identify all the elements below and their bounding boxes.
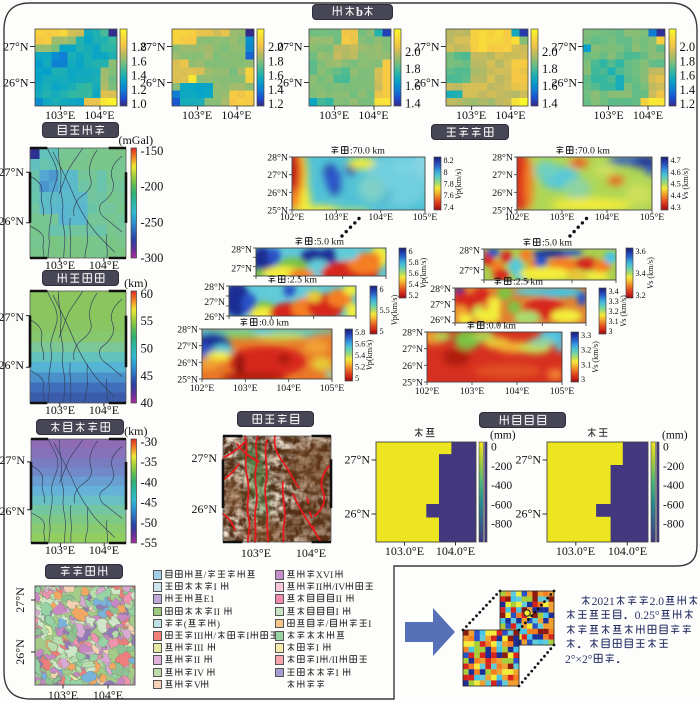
svg-text:II: II — [213, 607, 220, 618]
svg-text:I: I — [335, 668, 338, 679]
svg-text:): ) — [216, 619, 219, 630]
svg-text:2°×2°: 2°×2° — [565, 653, 593, 666]
svg-text:I: I — [335, 607, 338, 618]
svg-text:0.25°: 0.25° — [635, 609, 660, 622]
svg-text:/IV: /IV — [332, 582, 346, 593]
svg-text:Vs (km/s): Vs (km/s) — [591, 341, 600, 373]
svg-text:26°N: 26°N — [13, 639, 27, 665]
svg-text:/II: /II — [328, 655, 337, 666]
svg-text:E1: E1 — [203, 594, 214, 605]
svg-text:(: ( — [183, 619, 186, 630]
svg-text:IV: IV — [193, 668, 204, 679]
svg-text:Vp(km/s): Vp(km/s) — [365, 339, 374, 370]
svg-text:Vs (km/s): Vs (km/s) — [646, 257, 655, 289]
svg-text:I: I — [315, 655, 318, 666]
svg-text:II: II — [315, 582, 322, 593]
svg-text:2.0: 2.0 — [650, 595, 665, 608]
svg-text:XVI: XVI — [315, 570, 333, 581]
svg-text:Vp(km/s): Vp(km/s) — [454, 168, 463, 199]
svg-text:b: b — [356, 5, 363, 19]
svg-text:/: / — [203, 570, 206, 581]
svg-text:/: / — [213, 631, 216, 642]
svg-text:I: I — [213, 582, 216, 593]
svg-text:2021: 2021 — [592, 595, 615, 608]
svg-text:V: V — [193, 680, 201, 691]
svg-text:Vp(km/s): Vp(km/s) — [390, 294, 399, 325]
svg-text:/: / — [325, 619, 328, 630]
svg-text:I: I — [315, 643, 318, 654]
svg-text:II: II — [335, 594, 342, 605]
svg-text:III: III — [193, 643, 203, 654]
svg-text:II: II — [193, 655, 200, 666]
svg-text:Vs (km/s): Vs (km/s) — [681, 167, 690, 199]
svg-text:I: I — [368, 619, 371, 630]
svg-text:III: III — [193, 631, 203, 642]
svg-text:Vs (km/s): Vs (km/s) — [619, 295, 628, 327]
svg-text:I: I — [246, 631, 249, 642]
svg-text:Vp(km/s): Vp(km/s) — [419, 257, 428, 288]
svg-text:27°N: 27°N — [13, 587, 27, 613]
